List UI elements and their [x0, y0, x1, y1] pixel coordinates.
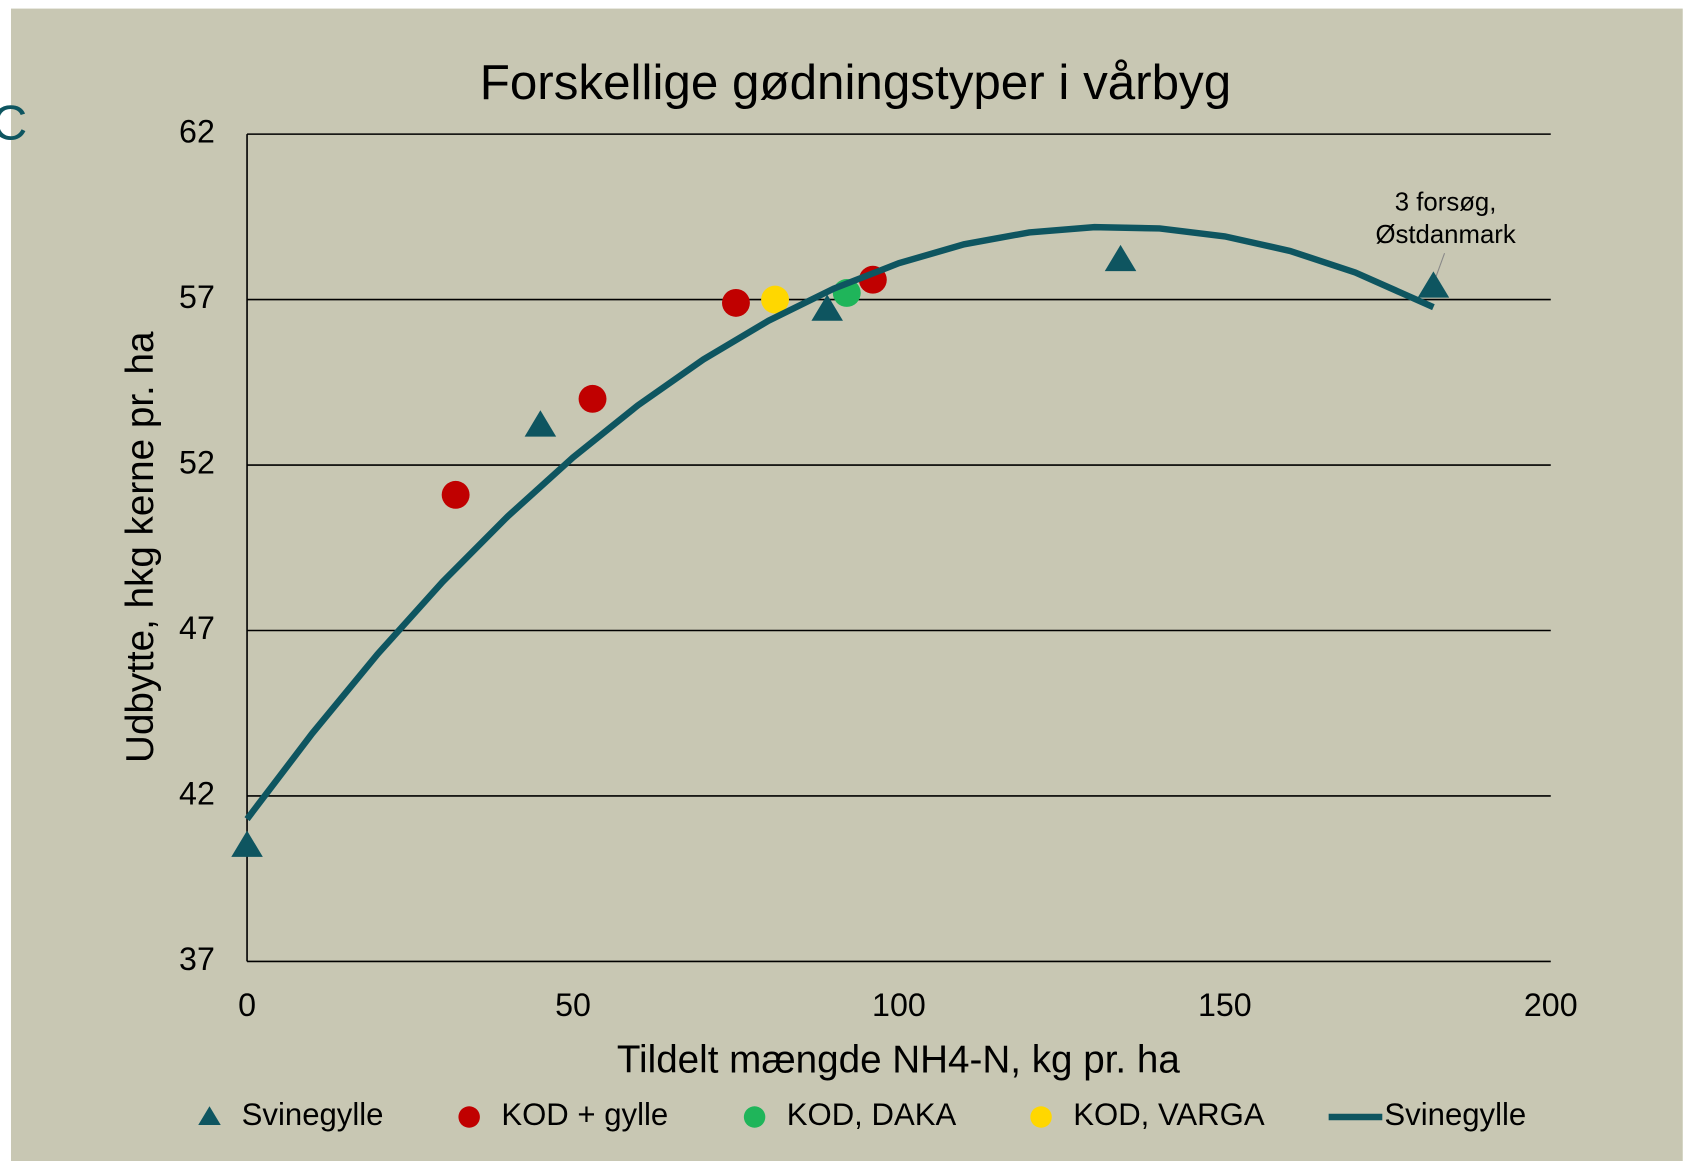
chart-background [10, 8, 1683, 1161]
triangle-point [811, 294, 843, 321]
triangle-point [1104, 244, 1137, 272]
legend-marker [458, 1106, 480, 1128]
chart-title: Forskellige gødningstyper i vårbyg [480, 55, 1231, 110]
x-tick-label: 150 [1198, 987, 1252, 1023]
x-axis-label: Tildelt mængde NH4-N, kg pr. ha [617, 1038, 1180, 1081]
y-tick-label: 42 [179, 775, 215, 811]
triangle-point [231, 830, 263, 857]
y-tick-label: 47 [179, 610, 215, 646]
legend-label: KOD, VARGA [1073, 1097, 1265, 1132]
x-tick-label: 50 [555, 987, 591, 1023]
legend-label: Svinegylle [1384, 1097, 1526, 1132]
legend-marker [743, 1106, 766, 1128]
y-tick-label: 37 [179, 941, 215, 977]
x-tick-label: 0 [238, 987, 256, 1023]
triangle-point [524, 410, 557, 437]
annotation: 3 forsøg, [1395, 189, 1497, 217]
annotation: Østdanmark [1375, 221, 1515, 249]
legend-marker [198, 1106, 221, 1126]
x-tick-label: 200 [1524, 987, 1578, 1023]
legend-label: Svinegylle [242, 1097, 384, 1132]
triangle-point [1417, 271, 1450, 298]
y-tick-label: 57 [179, 279, 215, 315]
annotation-leader [1435, 253, 1446, 278]
x-tick-label: 100 [872, 987, 926, 1023]
background-text: C [0, 96, 27, 151]
y-tick-label: 52 [179, 445, 215, 481]
legend-marker [1030, 1106, 1052, 1128]
y-axis-label: Udbytte, hkg kerne pr. ha [119, 331, 162, 763]
fit-line [244, 223, 1435, 822]
circle-point [578, 384, 607, 413]
circle-point [721, 288, 750, 317]
y-tick-label: 62 [179, 114, 215, 150]
circle-point [761, 285, 790, 314]
legend-label: KOD + gylle [501, 1097, 668, 1132]
legend-label: KOD, DAKA [787, 1097, 957, 1132]
circle-point [441, 480, 470, 509]
